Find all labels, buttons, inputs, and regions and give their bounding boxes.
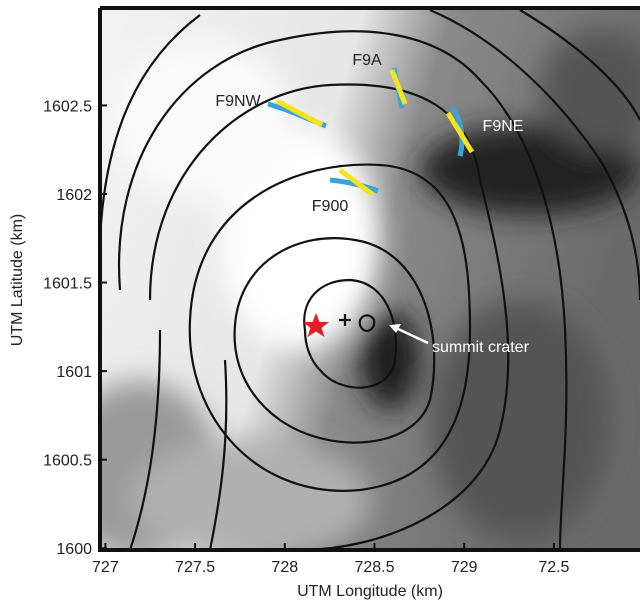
y-tick-label: 1600.5 — [43, 453, 92, 470]
x-tick-label: 728.5 — [354, 559, 394, 576]
label: F900 — [312, 198, 349, 215]
y-tick-label: 1600 — [56, 541, 92, 558]
x-tick-label: 72.5 — [538, 559, 569, 576]
map-area: F9A F9NW F9NE F900 summit crater — [60, 8, 640, 560]
x-tick-label: 727 — [92, 559, 119, 576]
x-axis-label: UTM Longitude (km) — [297, 583, 443, 600]
y-tick-label: 1602.5 — [43, 98, 92, 115]
label: F9NE — [483, 118, 524, 135]
y-tick-label: 1601 — [56, 364, 92, 381]
map-figure: F9A F9NW F9NE F900 summit crater UTM Lon… — [0, 0, 640, 606]
x-tick-label: 729 — [451, 559, 478, 576]
y-tick-label: 1601.5 — [43, 276, 92, 293]
y-axis-label: UTM Latitude (km) — [9, 214, 26, 346]
label: F9A — [352, 52, 382, 69]
label: summit crater — [432, 339, 530, 356]
x-tick-label: 728 — [271, 559, 298, 576]
label: F9NW — [215, 93, 261, 110]
x-tick-label: 727.5 — [175, 559, 215, 576]
y-tick-label: 1602 — [56, 187, 92, 204]
